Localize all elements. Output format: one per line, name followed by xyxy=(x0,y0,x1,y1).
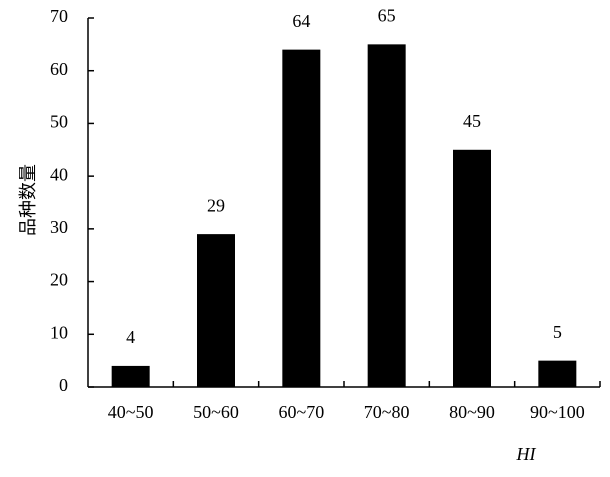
data-label: 64 xyxy=(292,11,310,31)
y-tick-label: 70 xyxy=(50,6,68,26)
data-label: 65 xyxy=(378,5,396,25)
data-label: 29 xyxy=(207,195,225,215)
bar xyxy=(111,365,150,387)
data-label: 5 xyxy=(553,322,562,342)
y-tick-label: 10 xyxy=(50,322,68,342)
y-tick-label: 20 xyxy=(50,270,68,290)
bar xyxy=(282,49,321,387)
x-tick-label: 90~100 xyxy=(530,402,585,422)
y-tick-label: 0 xyxy=(59,375,68,395)
y-tick-label: 50 xyxy=(50,112,68,132)
x-axis-label: HI xyxy=(516,444,537,464)
data-label: 45 xyxy=(463,111,481,131)
y-tick-label: 30 xyxy=(50,217,68,237)
y-axis-label: 品种数量 xyxy=(18,164,38,236)
x-tick-label: 70~80 xyxy=(364,402,410,422)
x-tick-label: 50~60 xyxy=(193,402,239,422)
bar xyxy=(453,149,491,387)
y-tick-label: 40 xyxy=(50,164,68,184)
bar xyxy=(197,234,235,387)
x-tick-label: 60~70 xyxy=(278,402,324,422)
x-tick-label: 40~50 xyxy=(108,402,154,422)
data-label: 4 xyxy=(126,327,135,347)
bar xyxy=(538,360,577,387)
y-tick-label: 60 xyxy=(50,59,68,79)
x-tick-label: 80~90 xyxy=(449,402,495,422)
bar xyxy=(367,44,406,387)
